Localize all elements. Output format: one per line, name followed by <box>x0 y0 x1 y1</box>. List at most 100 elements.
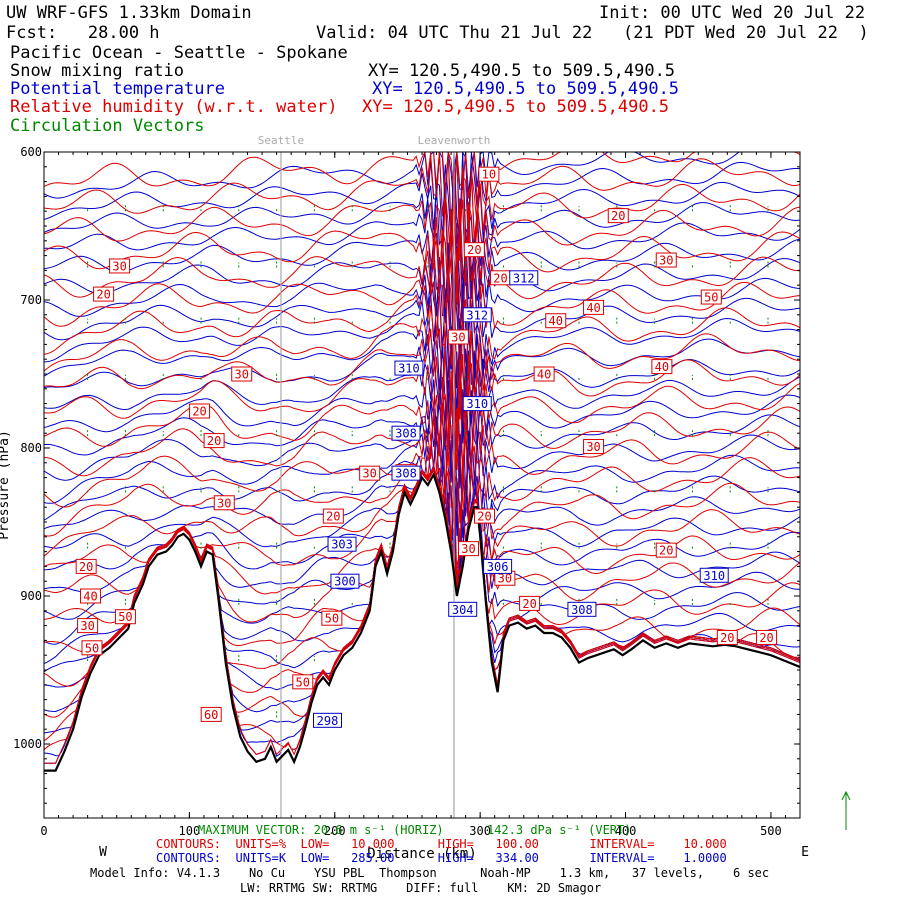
svg-text:20: 20 <box>493 271 507 285</box>
rh-contour-line <box>44 420 800 537</box>
rh-contour-label: 40 <box>533 366 555 382</box>
rh-contour-label: 20 <box>203 433 225 449</box>
x-tick-label: 0 <box>40 824 47 838</box>
theta-contour-label: 306 <box>483 558 513 574</box>
model-info: Model Info: V4.1.3 No Cu YSU PBL Thompso… <box>90 866 770 880</box>
rh-contour-label: 30 <box>77 618 99 634</box>
model-title: UW WRF-GFS 1.33km Domain <box>6 3 252 23</box>
rh-contour-label: 60 <box>200 706 222 722</box>
svg-text:30: 30 <box>80 619 94 633</box>
terrain-profile-line <box>44 471 800 772</box>
field-rh-xy: XY= 120.5,490.5 to 509.5,490.5 <box>362 97 670 117</box>
theta-contour-label: 308 <box>391 425 421 441</box>
init-time: Init: 00 UTC Wed 20 Jul 22 <box>599 3 866 23</box>
rh-contour-label: 50 <box>321 610 343 626</box>
rh-contour-line <box>44 465 800 764</box>
reference-vector-arrow <box>841 790 851 830</box>
theta-contour-line <box>44 280 800 389</box>
svg-text:312: 312 <box>466 308 488 322</box>
rh-contour-label: 50 <box>114 609 136 625</box>
theta-contour-label: 310 <box>699 567 729 583</box>
svg-text:30: 30 <box>461 542 475 556</box>
theta-contour-line <box>44 348 800 461</box>
field-snow-label: Snow mixing ratio <box>10 61 184 81</box>
svg-text:20: 20 <box>522 597 536 611</box>
svg-text:40: 40 <box>549 314 563 328</box>
east-end-label: E <box>801 845 809 860</box>
field-theta-xy: XY= 120.5,490.5 to 509.5,490.5 <box>372 79 680 99</box>
theta-contour-label: 300 <box>330 573 360 589</box>
x-tick-label: 200 <box>324 824 346 838</box>
rh-contour-label: 20 <box>655 542 677 558</box>
rh-contour-line <box>44 230 800 334</box>
theta-contour-line <box>44 389 800 489</box>
svg-text:304: 304 <box>452 603 474 617</box>
y-tick-label: 700 <box>20 293 42 307</box>
theta-contour-line <box>44 152 800 246</box>
rh-contour-label: 50 <box>700 289 722 305</box>
theta-contour-line <box>44 217 800 316</box>
svg-text:50: 50 <box>325 612 339 626</box>
svg-text:30: 30 <box>217 496 231 510</box>
rh-contour-line <box>44 467 800 751</box>
svg-text:20: 20 <box>467 243 481 257</box>
svg-text:298: 298 <box>317 714 339 728</box>
rh-contour-label: 40 <box>651 359 673 375</box>
svg-text:20: 20 <box>192 405 206 419</box>
y-axis-title: Pressure (hPa) <box>0 430 12 540</box>
rh-contour-line <box>44 152 800 259</box>
field-rh-label: Relative humidity (w.r.t. water) <box>10 97 338 117</box>
rh-contour-label: 40 <box>80 588 102 604</box>
svg-text:10: 10 <box>482 168 496 182</box>
svg-text:308: 308 <box>571 603 593 617</box>
svg-text:40: 40 <box>586 301 600 315</box>
svg-text:310: 310 <box>466 397 488 411</box>
field-snow-xy: XY= 120.5,490.5 to 509.5,490.5 <box>368 61 676 81</box>
theta-contour-line <box>44 223 800 330</box>
rh-contour-line <box>44 320 800 420</box>
theta-contour-label: 312 <box>462 307 492 323</box>
svg-text:30: 30 <box>498 572 512 586</box>
rh-contour-label: 20 <box>716 629 738 645</box>
theta-contour-label: 308 <box>391 465 421 481</box>
svg-text:20: 20 <box>96 288 110 302</box>
rh-contour-label: 30 <box>494 570 516 586</box>
rh-contour-label: 30 <box>447 329 469 345</box>
rh-contour-label: 20 <box>474 508 496 524</box>
max-vector-note: MAXIMUM VECTOR: 20.6 m s⁻¹ (HORIZ) 142.3… <box>198 823 632 837</box>
rh-contour-label: 40 <box>583 299 605 315</box>
svg-text:20: 20 <box>207 434 221 448</box>
theta-contour-line <box>44 336 800 437</box>
rh-contour-label: 30 <box>213 495 235 511</box>
rh-contour-label: 20 <box>490 270 512 286</box>
y-tick-label: 1000 <box>13 737 42 751</box>
rh-contour-label: 20 <box>463 242 485 258</box>
rh-contour-label: 30 <box>655 252 677 268</box>
svg-text:20: 20 <box>720 631 734 645</box>
theta-contour-line <box>44 198 800 305</box>
svg-text:312: 312 <box>513 271 535 285</box>
rh-contour-label: 20 <box>322 508 344 524</box>
rh-contour-label: 30 <box>458 541 480 557</box>
location-label: Seattle <box>258 134 304 147</box>
svg-text:300: 300 <box>334 575 356 589</box>
rh-contour-info: CONTOURS: UNITS=% LOW= 10.000 HIGH= 100.… <box>156 837 727 851</box>
rh-contour-label: 20 <box>607 208 629 224</box>
svg-text:30: 30 <box>586 440 600 454</box>
rh-contour-label: 10 <box>478 166 500 182</box>
valid-time: Valid: 04 UTC Thu 21 Jul 22 (21 PDT Wed … <box>316 23 869 43</box>
forecast-hour: Fcst: 28.00 h <box>6 23 160 43</box>
svg-text:310: 310 <box>398 362 420 376</box>
rh-contour-label: 20 <box>189 403 211 419</box>
location-label: Leavenworth <box>418 134 491 147</box>
theta-contour-label: 304 <box>448 601 478 617</box>
rh-contour-label: 30 <box>583 439 605 455</box>
y-tick-label: 600 <box>20 145 42 159</box>
field-vectors-label: Circulation Vectors <box>10 116 205 136</box>
theta-contour-line <box>44 152 800 209</box>
svg-text:40: 40 <box>655 360 669 374</box>
svg-text:30: 30 <box>234 368 248 382</box>
theta-contour-label: 298 <box>313 712 342 728</box>
rh-contour-label: 40 <box>545 313 567 329</box>
rh-contour-line <box>44 468 800 742</box>
